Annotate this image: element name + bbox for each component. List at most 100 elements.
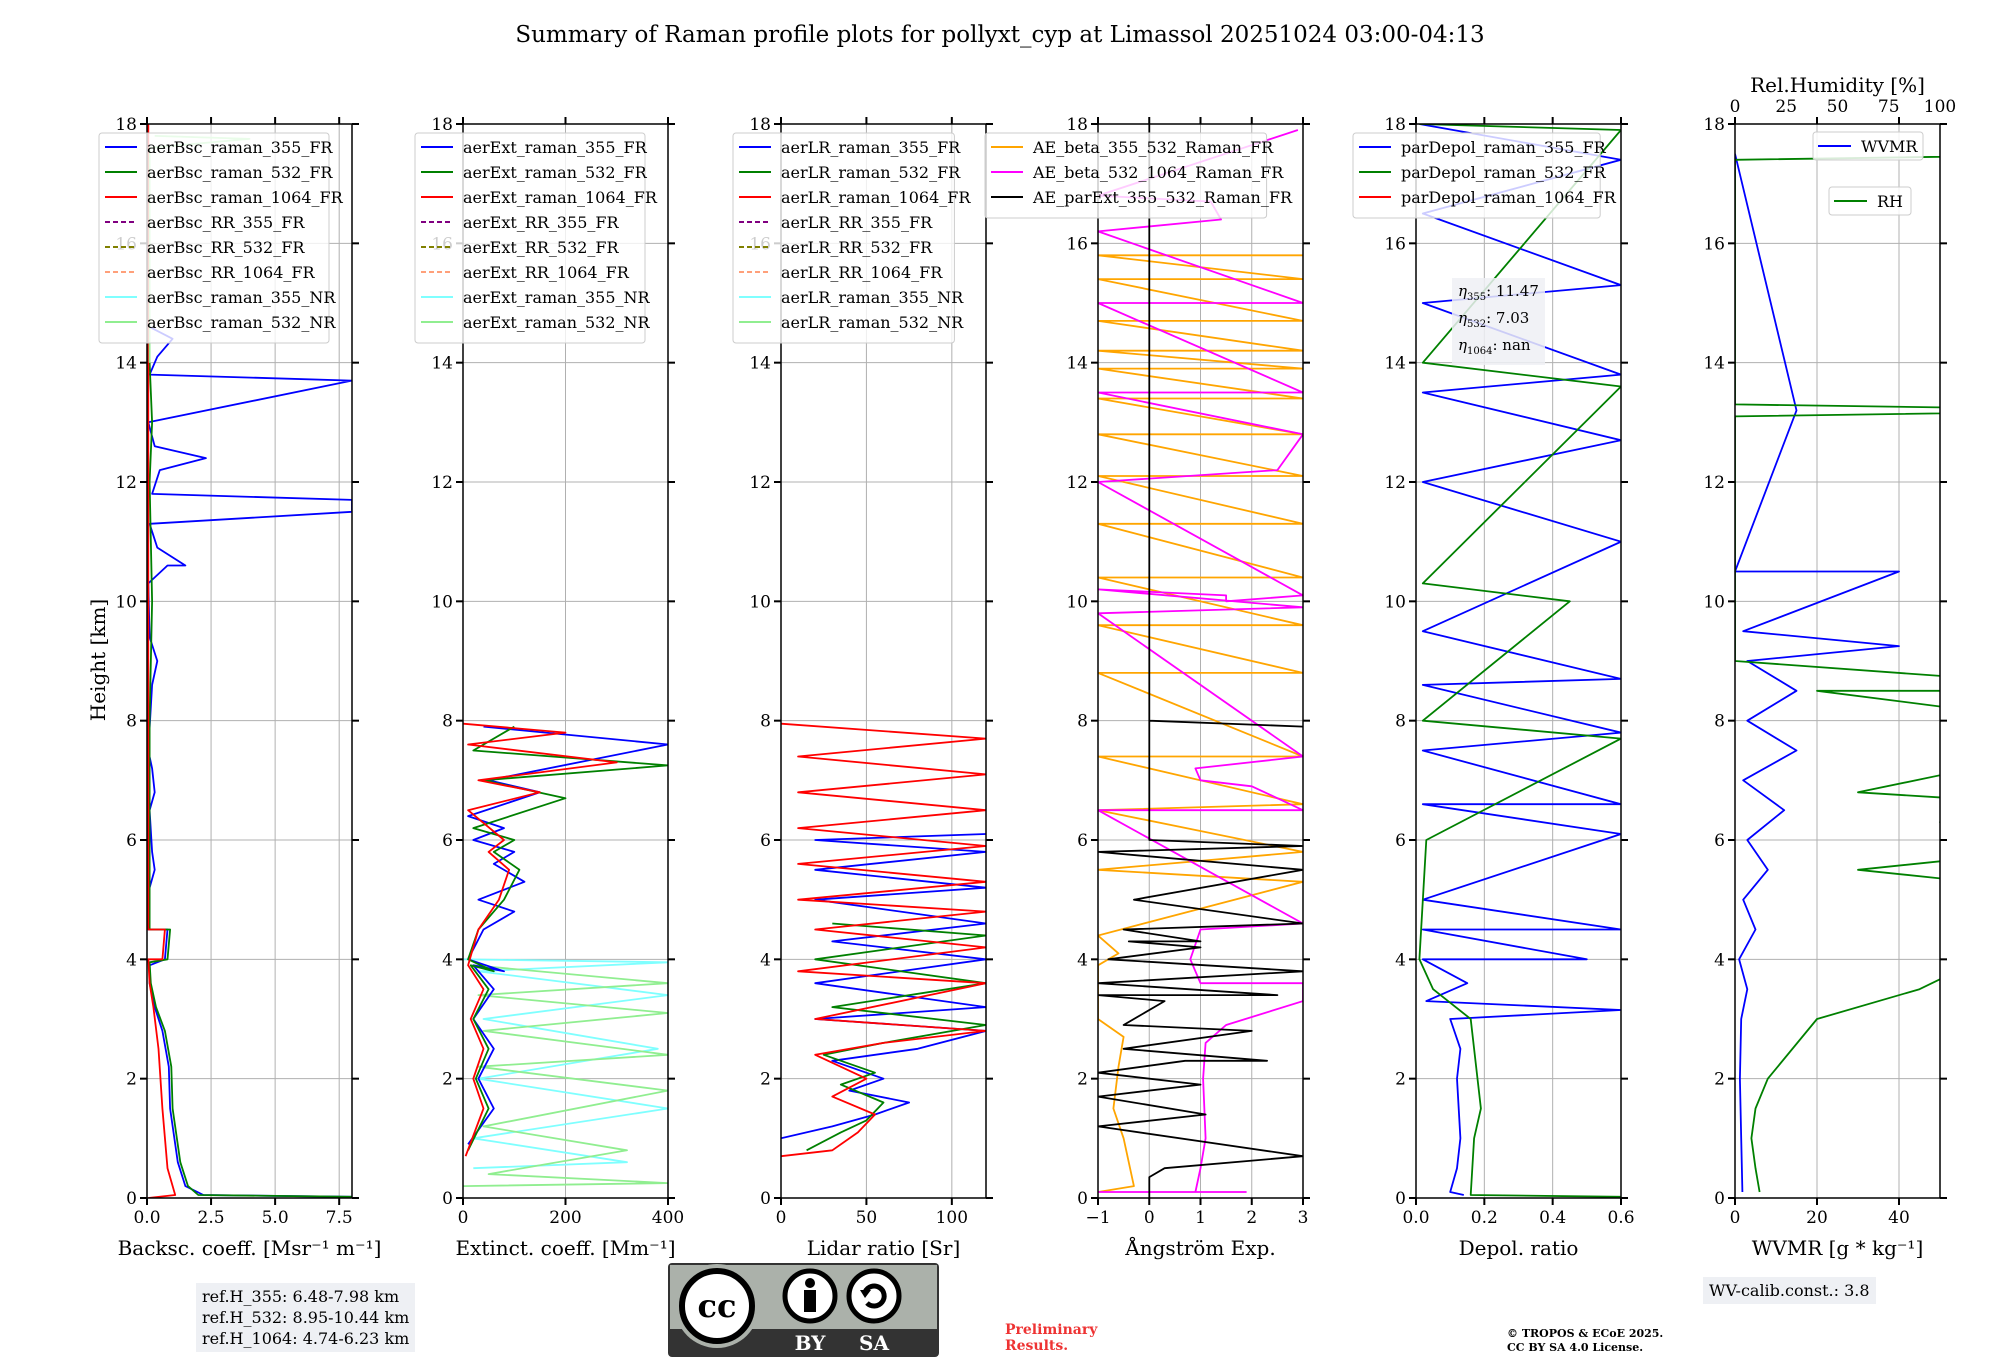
x-tick-label: 2.5 bbox=[198, 1208, 225, 1228]
x-tick-label: 1 bbox=[1195, 1208, 1206, 1228]
x-axis-label: Ångström Exp. bbox=[1124, 1235, 1275, 1260]
legend-label: RH bbox=[1877, 192, 1903, 211]
axes-frame bbox=[1734, 123, 1941, 1199]
y-tick-label: 0 bbox=[1395, 1189, 1406, 1209]
y-tick-label: 10 bbox=[431, 592, 453, 612]
x-tick-label: 20 bbox=[1806, 1208, 1828, 1228]
series-line-aerLR_raman_1064_FR bbox=[781, 722, 986, 1158]
legend-label: aerLR_raman_355_FR bbox=[781, 138, 961, 157]
y-tick-label: 2 bbox=[1077, 1070, 1088, 1090]
x2-tick-label: 25 bbox=[1775, 97, 1797, 117]
y-tick-label: 8 bbox=[1395, 712, 1406, 732]
x-tick-label: 100 bbox=[936, 1208, 968, 1228]
y-tick-label: 0 bbox=[126, 1189, 137, 1209]
cc-license-icon: cc BY SA bbox=[668, 1263, 939, 1357]
legend: AE_beta_355_532_Raman_FR AE_beta_532_1064… bbox=[984, 132, 1293, 219]
x-tick-label: 0.0 bbox=[133, 1208, 160, 1228]
eta-1064: η1064: nan bbox=[1458, 336, 1531, 357]
y-tick-label: 16 bbox=[1066, 234, 1088, 254]
x-tick-label: 3 bbox=[1298, 1208, 1309, 1228]
panel-lidar_ratio: 024681012141618050100Lidar ratio [Sr]aer… bbox=[732, 115, 993, 1260]
y-tick-label: 18 bbox=[115, 115, 137, 135]
preliminary-results-note: Preliminary Results. bbox=[1005, 1322, 1098, 1354]
legend-label: aerExt_RR_1064_FR bbox=[463, 263, 630, 282]
y-tick-label: 2 bbox=[760, 1070, 771, 1090]
legend-label: parDepol_raman_355_FR bbox=[1401, 138, 1607, 157]
y-tick-label: 6 bbox=[1395, 831, 1406, 851]
wv-calibration-box: WV-calib.const.: 3.8 bbox=[1703, 1277, 1876, 1304]
y-tick-label: 2 bbox=[1714, 1070, 1725, 1090]
ref-height-355: ref.H_355: 6.48-7.98 km bbox=[202, 1287, 400, 1306]
y-tick-label: 4 bbox=[760, 950, 771, 970]
y-tick-label: 12 bbox=[431, 473, 453, 493]
x-tick-label: 400 bbox=[652, 1208, 684, 1228]
y-tick-label: 14 bbox=[1066, 354, 1088, 374]
x-tick-label: 5.0 bbox=[262, 1208, 289, 1228]
figure-title: Summary of Raman profile plots for polly… bbox=[515, 22, 1485, 48]
x-tick-label: 200 bbox=[549, 1208, 581, 1228]
x-axis-label: Extinct. coeff. [Mm⁻¹] bbox=[455, 1236, 675, 1260]
y-tick-label: 14 bbox=[1703, 354, 1725, 374]
series-line-AE_beta_355_532_Raman_FR bbox=[1098, 254, 1303, 1193]
x-tick-label: 0.2 bbox=[1471, 1208, 1498, 1228]
legend: aerLR_raman_355_FR aerLR_raman_532_FR aerL… bbox=[732, 132, 971, 344]
legend-label: parDepol_raman_532_FR bbox=[1401, 163, 1607, 182]
y-tick-label: 16 bbox=[1703, 234, 1725, 254]
axes-frame bbox=[780, 123, 987, 1199]
y-tick-label: 12 bbox=[1703, 473, 1725, 493]
panel-extinction: 0246810121416180200400Extinct. coeff. [M… bbox=[414, 115, 684, 1260]
x-axis-label: WVMR [g * kg⁻¹] bbox=[1752, 1236, 1924, 1260]
x-tick-label: 0.6 bbox=[1607, 1208, 1634, 1228]
ref-height-532: ref.H_532: 8.95-10.44 km bbox=[202, 1308, 410, 1327]
y-tick-label: 14 bbox=[431, 354, 453, 374]
y-tick-label: 10 bbox=[1066, 592, 1088, 612]
y-tick-label: 6 bbox=[126, 831, 137, 851]
y-tick-label: 12 bbox=[1384, 473, 1406, 493]
x-axis-label: Lidar ratio [Sr] bbox=[807, 1236, 961, 1260]
x-tick-label: 0 bbox=[1730, 1208, 1741, 1228]
series-line-RH bbox=[1735, 155, 1940, 1193]
legend-label: aerLR_raman_532_FR bbox=[781, 163, 961, 182]
y-tick-label: 0 bbox=[442, 1189, 453, 1209]
y-tick-label: 18 bbox=[749, 115, 771, 135]
legend-label: aerBsc_RR_1064_FR bbox=[147, 263, 316, 282]
y-tick-label: 6 bbox=[760, 831, 771, 851]
legend: aerBsc_raman_355_FR aerBsc_raman_532_FRae… bbox=[98, 132, 344, 344]
series-line-AE_beta_532_1064_Raman_FR bbox=[1098, 129, 1303, 1193]
y-tick-label: 8 bbox=[760, 712, 771, 732]
series-line-aerExt_raman_532_NR bbox=[463, 964, 668, 1187]
series-group bbox=[781, 722, 986, 1158]
legend-label: aerLR_RR_1064_FR bbox=[781, 263, 943, 282]
y-tick-label: 2 bbox=[442, 1070, 453, 1090]
eta-calibration-box: η355: 11.47 η532: 7.03 η1064: nan bbox=[1452, 278, 1545, 365]
legend: aerExt_raman_355_FR aerExt_raman_532_FRae… bbox=[414, 132, 658, 344]
legend-box bbox=[414, 132, 646, 344]
x-tick-label: 0 bbox=[776, 1208, 787, 1228]
legend-label: aerBsc_RR_355_FR bbox=[147, 213, 305, 232]
eta-355: η355: 11.47 bbox=[1458, 282, 1539, 303]
y-tick-label: 8 bbox=[1714, 712, 1725, 732]
series-line-aerExt_raman_355_NR bbox=[463, 958, 668, 1170]
series-group bbox=[1735, 153, 1940, 1193]
x2-tick-label: 0 bbox=[1730, 97, 1741, 117]
series-line-parDepol_raman_355_FR bbox=[1419, 124, 1621, 1196]
y-tick-label: 2 bbox=[126, 1070, 137, 1090]
reference-heights-box: ref.H_355: 6.48-7.98 km ref.H_532: 8.95-… bbox=[196, 1283, 416, 1352]
series-group bbox=[1418, 124, 1621, 1198]
legend-label: aerBsc_raman_532_NR bbox=[147, 313, 336, 332]
y-tick-label: 12 bbox=[749, 473, 771, 493]
legend-box bbox=[98, 132, 330, 344]
legend-label: aerExt_raman_532_FR bbox=[463, 163, 648, 182]
copyright-note: © TROPOS & ECoE 2025. CC BY SA 4.0 Licen… bbox=[1507, 1327, 1664, 1354]
y-tick-label: 2 bbox=[1395, 1070, 1406, 1090]
legend-box bbox=[1812, 131, 1924, 161]
legend-box bbox=[1828, 186, 1912, 216]
y-tick-label: 0 bbox=[1077, 1189, 1088, 1209]
x-tick-label: 2 bbox=[1246, 1208, 1257, 1228]
series-line-parDepol_raman_532_FR bbox=[1418, 124, 1621, 1198]
legend-box bbox=[1352, 132, 1601, 219]
legend-label: aerLR_raman_355_NR bbox=[781, 288, 964, 307]
legend-label: aerBsc_RR_532_FR bbox=[147, 238, 305, 257]
